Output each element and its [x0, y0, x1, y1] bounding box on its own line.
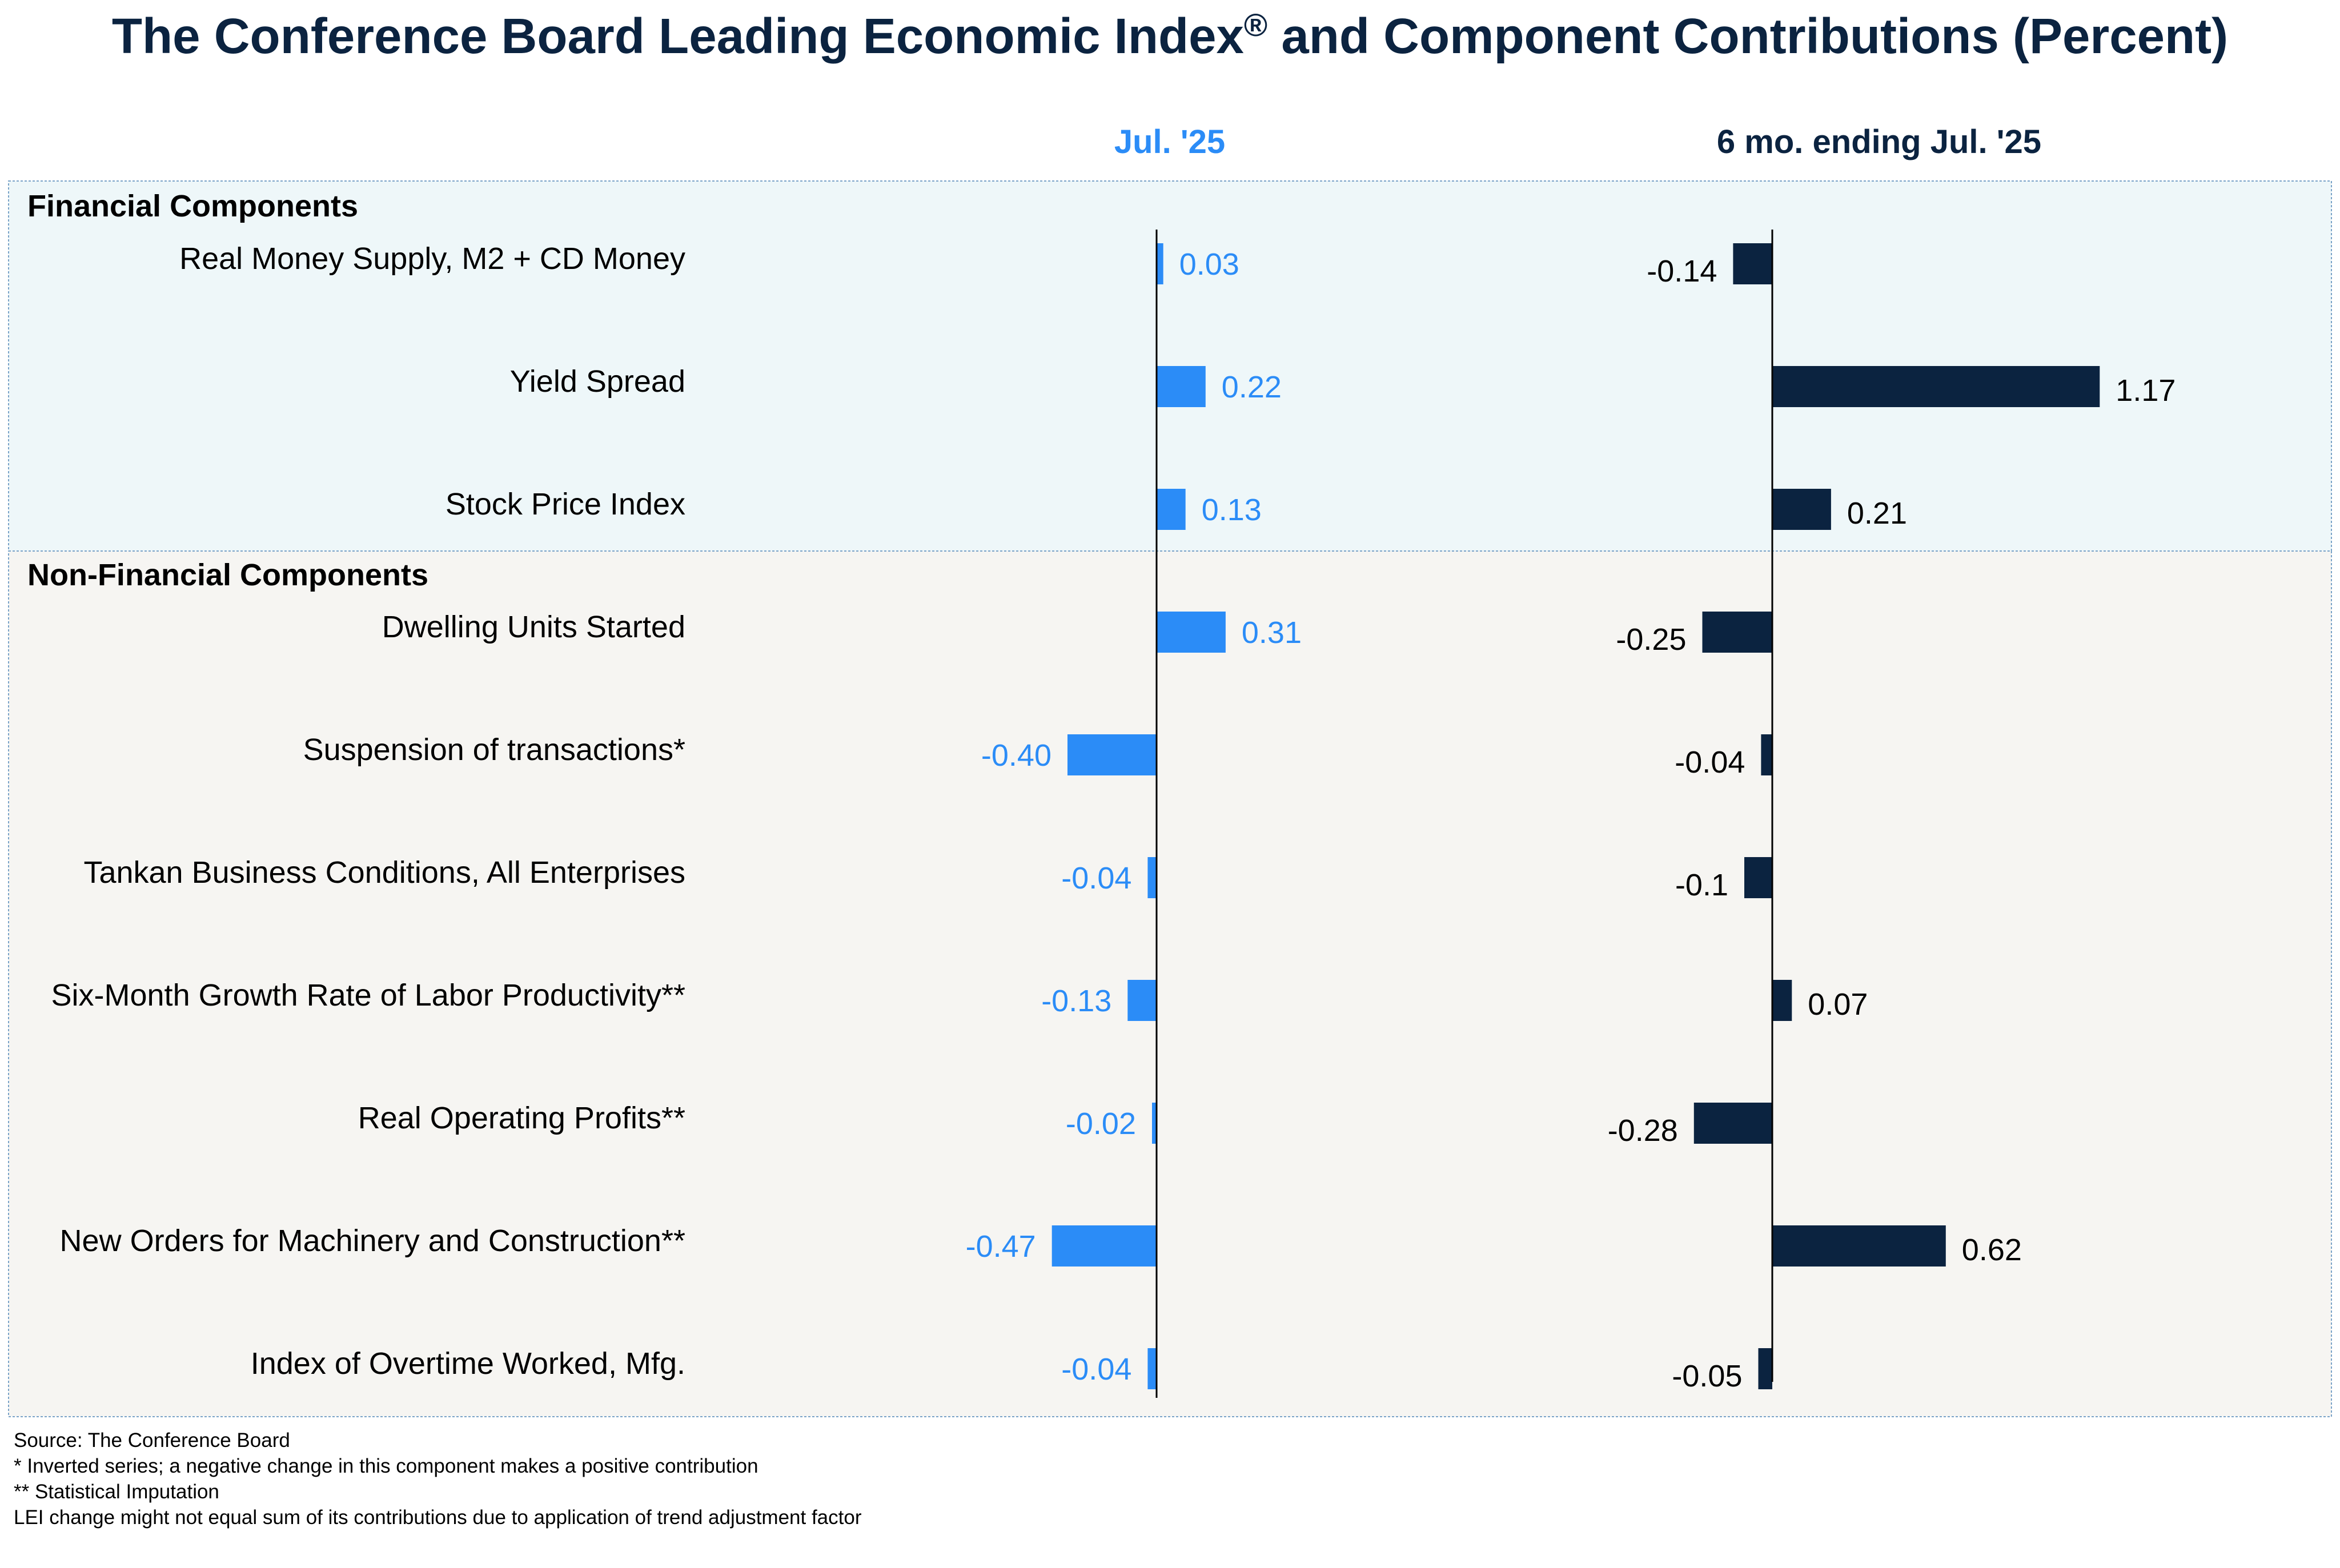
chart-title: The Conference Board Leading Economic In…	[0, 8, 2340, 65]
data-label-six-month: 0.21	[1847, 496, 1907, 530]
non-financial-section-panel	[8, 550, 2332, 1417]
row-label: Tankan Business Conditions, All Enterpri…	[83, 855, 685, 890]
bar-six-month	[1693, 1103, 1772, 1144]
bar-six-month	[1758, 1348, 1772, 1389]
registered-mark: ®	[1243, 7, 1268, 43]
chart-title-main: The Conference Board Leading Economic In…	[111, 9, 1244, 64]
data-label-jul: -0.02	[1066, 1107, 1136, 1141]
data-label-jul: -0.04	[1061, 861, 1131, 895]
data-label-jul: -0.40	[981, 738, 1051, 773]
footnotes: Source: The Conference Board * Inverted …	[14, 1428, 862, 1530]
bar-jul	[1157, 489, 1186, 530]
bar-six-month	[1772, 366, 2100, 407]
footnote-source: Source: The Conference Board	[14, 1429, 290, 1452]
bar-six-month	[1702, 612, 1772, 653]
bar-jul	[1067, 734, 1157, 775]
data-label-six-month: -0.04	[1675, 745, 1745, 779]
footnote-trend: LEI change might not equal sum of its co…	[14, 1506, 862, 1529]
data-label-jul: 0.03	[1179, 247, 1239, 282]
data-label-six-month: -0.14	[1647, 254, 1717, 288]
chart-title-rest: and Component Contributions (Percent)	[1267, 9, 2229, 64]
bar-six-month	[1744, 857, 1772, 898]
footnote-inverted: * Inverted series; a negative change in …	[14, 1455, 758, 1477]
data-label-jul: 0.22	[1222, 370, 1282, 404]
footnote-imputation: ** Statistical Imputation	[14, 1481, 219, 1503]
bar-six-month	[1761, 734, 1772, 775]
bar-six-month	[1733, 243, 1772, 284]
bar-six-month	[1772, 489, 1831, 530]
bar-jul	[1147, 1348, 1157, 1389]
section-heading-financial: Financial Components	[27, 189, 358, 223]
data-label-jul: -0.04	[1061, 1352, 1131, 1386]
bar-jul	[1152, 1103, 1157, 1144]
row-label: New Orders for Machinery and Constructio…	[60, 1224, 685, 1258]
row-label: Yield Spread	[510, 364, 685, 399]
row-label: Real Operating Profits**	[358, 1101, 685, 1135]
row-label: Suspension of transactions*	[303, 733, 685, 767]
section-heading-non-financial: Non-Financial Components	[27, 558, 428, 592]
row-label: Six-Month Growth Rate of Labor Productiv…	[51, 978, 685, 1012]
data-label-six-month: 0.07	[1808, 987, 1868, 1022]
row-label: Dwelling Units Started	[382, 610, 685, 644]
bar-jul	[1051, 1225, 1157, 1267]
data-label-six-month: -0.1	[1675, 868, 1728, 902]
data-label-jul: -0.13	[1041, 984, 1111, 1018]
data-label-jul: -0.47	[966, 1229, 1036, 1264]
row-label: Index of Overtime Worked, Mfg.	[251, 1346, 685, 1381]
bar-six-month	[1772, 1225, 1946, 1267]
bar-six-month	[1772, 980, 1792, 1021]
data-label-six-month: -0.28	[1608, 1113, 1678, 1148]
bar-jul	[1157, 366, 1206, 407]
bar-jul	[1127, 980, 1157, 1021]
column-header-six-month: 6 mo. ending Jul. '25	[1717, 123, 2041, 160]
data-label-six-month: 1.17	[2116, 373, 2176, 408]
row-label: Stock Price Index	[445, 487, 685, 521]
data-label-six-month: -0.25	[1616, 622, 1686, 657]
data-label-six-month: -0.05	[1672, 1359, 1742, 1393]
contributions-chart: Jul. '25 6 mo. ending Jul. '25 Financial C…	[8, 123, 2332, 1417]
data-label-six-month: 0.62	[1962, 1233, 2022, 1267]
bar-jul	[1147, 857, 1157, 898]
column-header-jul: Jul. '25	[1114, 123, 1225, 160]
bar-jul	[1157, 612, 1226, 653]
data-label-jul: 0.31	[1242, 616, 1302, 650]
bar-jul	[1157, 243, 1163, 284]
row-label: Real Money Supply, M2 + CD Money	[179, 242, 685, 276]
data-label-jul: 0.13	[1202, 493, 1262, 527]
